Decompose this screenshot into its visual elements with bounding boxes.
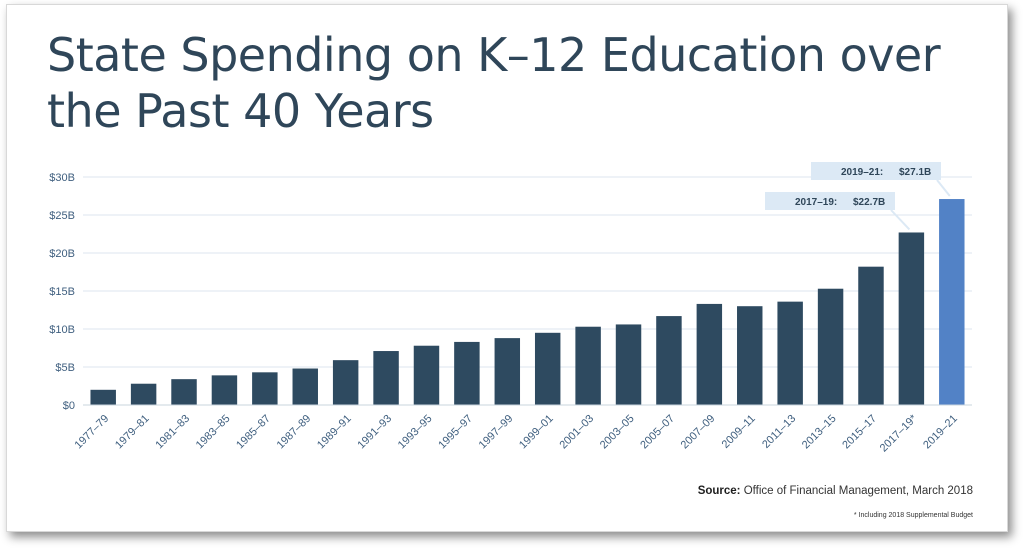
x-tick-label: 2015–17 bbox=[840, 413, 879, 452]
bar bbox=[737, 306, 763, 405]
source-note: Source: Office of Financial Management, … bbox=[698, 485, 973, 497]
bar bbox=[534, 332, 561, 405]
y-tick-label: $25B bbox=[49, 210, 75, 222]
bar bbox=[211, 375, 238, 405]
callout-leader bbox=[936, 179, 951, 197]
x-tick-label: 1981–83 bbox=[153, 413, 192, 452]
bar bbox=[656, 316, 682, 405]
bar bbox=[454, 341, 480, 405]
x-tick-label: 1993–95 bbox=[396, 413, 435, 452]
page-title: State Spending on K–12 Education over th… bbox=[47, 28, 941, 138]
footnote: * Including 2018 Supplemental Budget bbox=[853, 512, 973, 519]
x-tick-label: 2009–11 bbox=[720, 413, 758, 451]
bar bbox=[90, 389, 116, 405]
x-tick-label: 2003–05 bbox=[598, 413, 637, 452]
x-tick-label: 2005–07 bbox=[638, 413, 677, 452]
bar bbox=[332, 360, 359, 405]
x-tick-label: 1989–91 bbox=[315, 413, 354, 452]
x-tick-label: 1987–89 bbox=[275, 413, 314, 452]
x-tick-label: 1999–01 bbox=[517, 413, 556, 452]
callout-label: 2017–19: bbox=[795, 197, 837, 208]
callout-value: $22.7B bbox=[853, 197, 885, 208]
source-label: Source: bbox=[697, 485, 741, 497]
x-tick-label: 2001–03 bbox=[557, 413, 596, 452]
x-tick-label: 1977–79 bbox=[73, 413, 112, 452]
bar bbox=[939, 199, 965, 405]
bar bbox=[130, 383, 157, 405]
bar bbox=[494, 338, 521, 405]
bar bbox=[171, 379, 197, 405]
x-tick-label: 1997–99 bbox=[477, 413, 516, 452]
callout-box bbox=[765, 192, 895, 210]
x-tick-label: 2019–21 bbox=[921, 413, 960, 452]
bar bbox=[696, 303, 723, 405]
x-tick-label: 2007–09 bbox=[679, 413, 718, 452]
callout-leader bbox=[890, 209, 911, 231]
bar bbox=[777, 301, 803, 405]
bar bbox=[373, 351, 399, 405]
callout-box bbox=[811, 162, 941, 180]
x-tick-label: 2013–15 bbox=[800, 413, 839, 452]
bar bbox=[898, 232, 925, 405]
y-tick-label: $30B bbox=[49, 172, 75, 184]
source-text: Office of Financial Management, March 20… bbox=[743, 485, 973, 497]
x-tick-label: 2011–13 bbox=[760, 413, 798, 451]
y-tick-label: $15B bbox=[49, 286, 75, 298]
x-tick-label: 1991–93 bbox=[355, 413, 394, 452]
x-tick-label: 1985–87 bbox=[234, 413, 273, 452]
bar bbox=[252, 372, 278, 405]
bar bbox=[413, 345, 440, 405]
bar bbox=[858, 266, 884, 405]
bar bbox=[292, 368, 318, 405]
callout-value: $27.1B bbox=[899, 167, 931, 178]
y-tick-label: $0 bbox=[63, 400, 75, 412]
bar bbox=[817, 288, 844, 405]
bar bbox=[615, 324, 642, 405]
x-tick-label: 2017–19* bbox=[878, 412, 920, 454]
slide: State Spending on K–12 Education over th… bbox=[6, 4, 1008, 532]
bar bbox=[575, 326, 601, 405]
x-tick-label: 1979–81 bbox=[113, 413, 152, 452]
x-tick-label: 1983–85 bbox=[194, 413, 233, 452]
x-tick-label: 1995–97 bbox=[436, 413, 475, 452]
callout-label: 2019–21: bbox=[841, 167, 883, 178]
y-tick-label: $20B bbox=[49, 248, 75, 260]
y-tick-label: $5B bbox=[55, 362, 75, 374]
y-tick-label: $10B bbox=[49, 324, 75, 336]
